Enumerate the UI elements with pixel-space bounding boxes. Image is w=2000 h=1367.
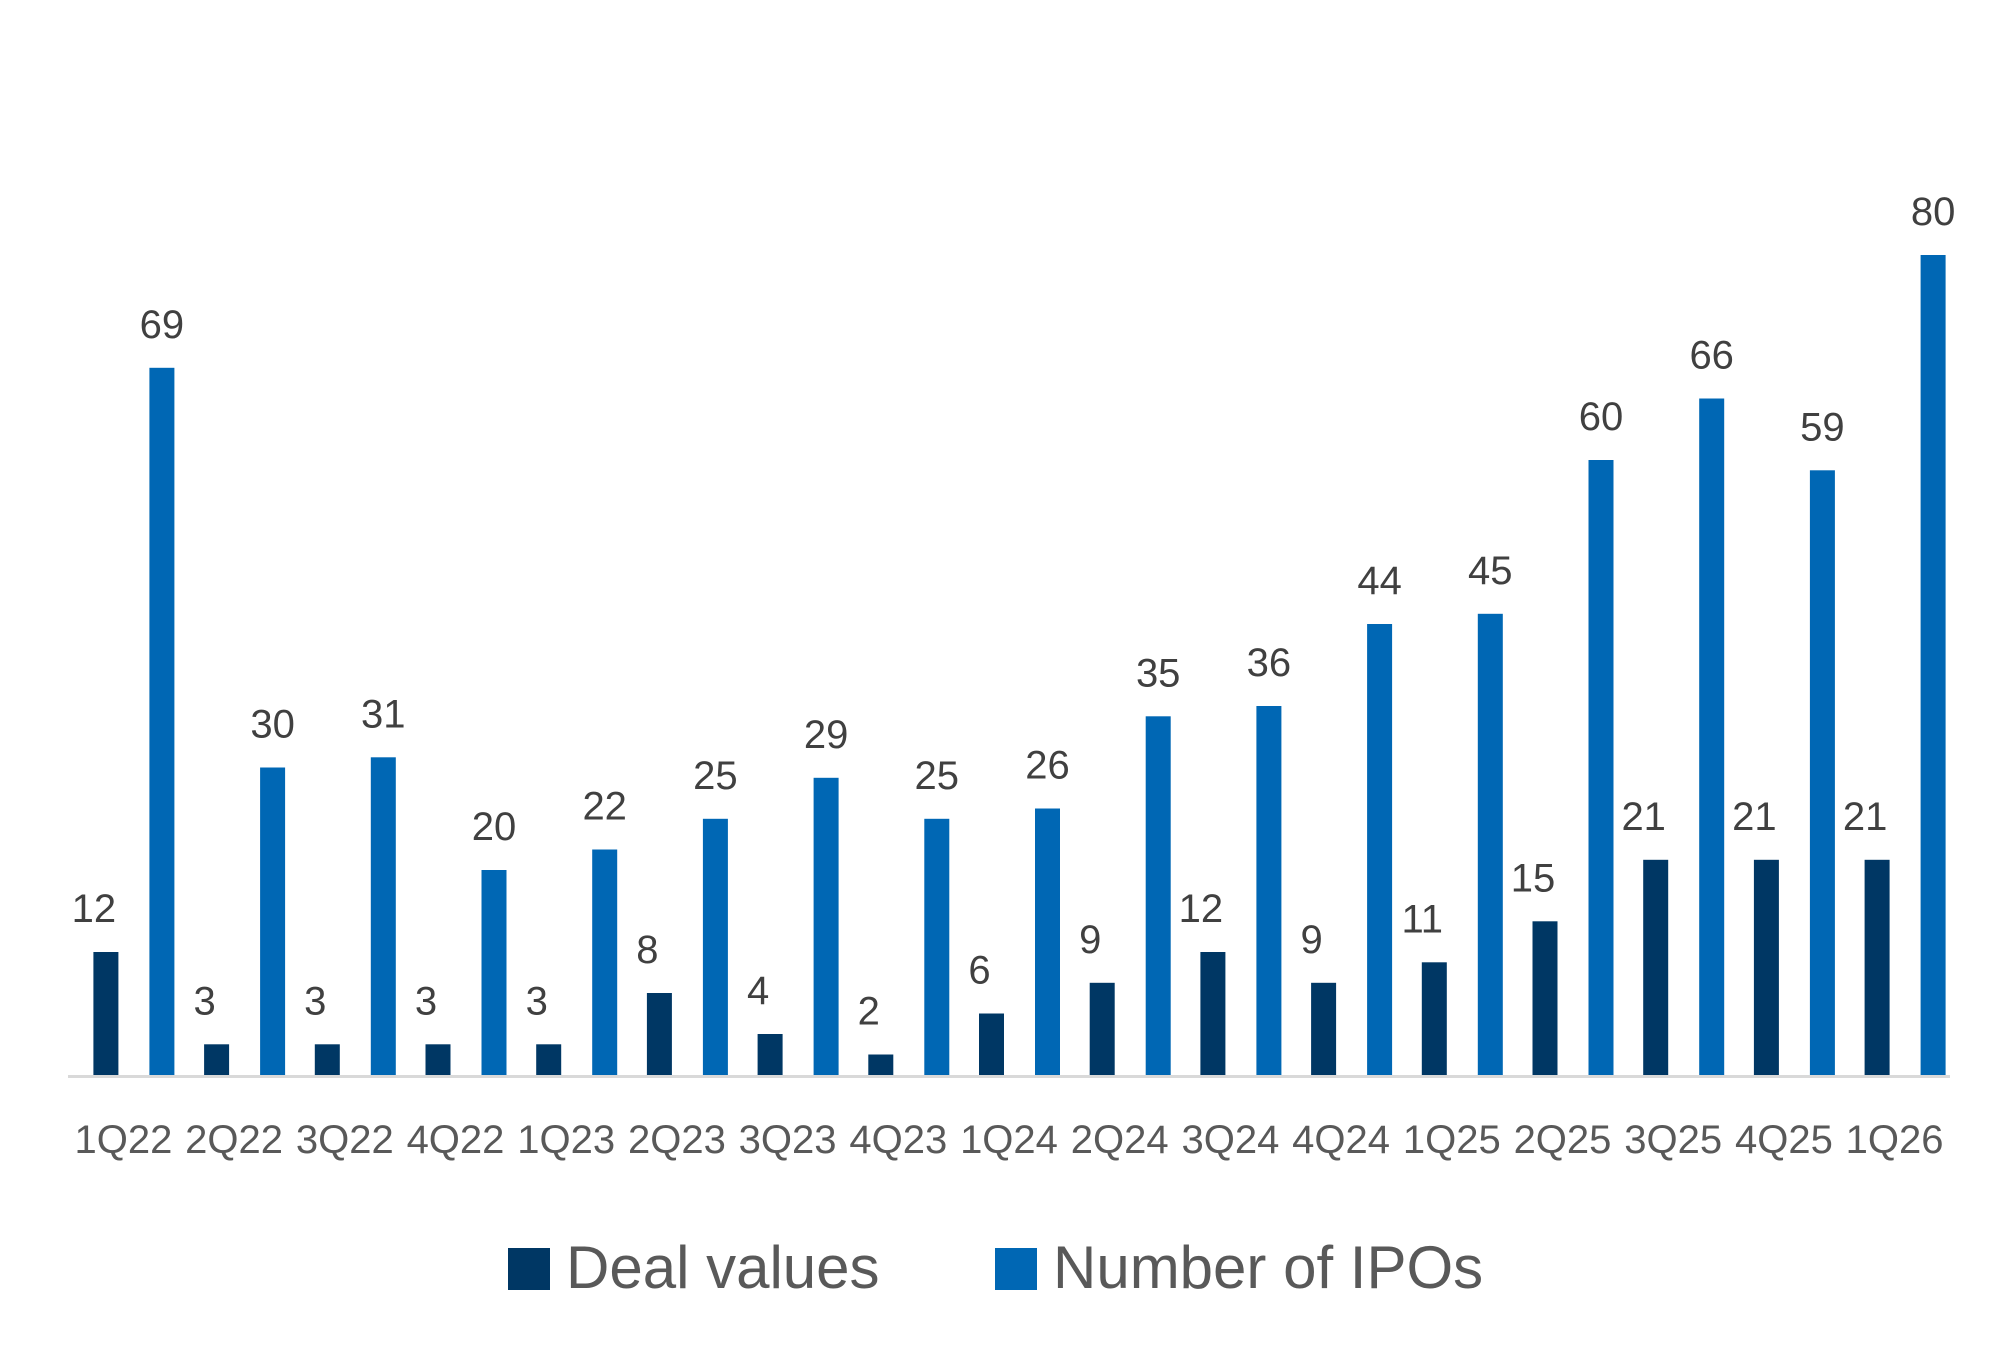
bar-number-of-ipos-1q25 bbox=[1477, 613, 1503, 1076]
x-tick-label-4q24: 4Q24 bbox=[1292, 1118, 1390, 1162]
data-label-number-of-ipos-4q24: 44 bbox=[1357, 559, 1402, 603]
data-label-deal-values-2q22: 3 bbox=[193, 979, 215, 1023]
data-label-number-of-ipos-1q23: 22 bbox=[582, 785, 627, 829]
bar-number-of-ipos-1q22 bbox=[149, 367, 175, 1076]
x-tick-label-1q26: 1Q26 bbox=[1846, 1118, 1944, 1162]
data-label-deal-values-4q25: 21 bbox=[1732, 795, 1777, 839]
bar-deal-values-3q25 bbox=[1643, 859, 1669, 1076]
bar-number-of-ipos-3q23 bbox=[813, 777, 839, 1076]
x-tick-label-3q25: 3Q25 bbox=[1624, 1118, 1722, 1162]
bars-layer bbox=[93, 255, 1946, 1076]
data-label-number-of-ipos-3q23: 29 bbox=[804, 713, 849, 757]
data-label-number-of-ipos-2q22: 30 bbox=[250, 703, 295, 747]
bar-number-of-ipos-2q24 bbox=[1145, 716, 1171, 1076]
x-tick-label-1q24: 1Q24 bbox=[960, 1118, 1058, 1162]
bar-number-of-ipos-3q25 bbox=[1699, 398, 1725, 1075]
bar-deal-values-4q25 bbox=[1753, 859, 1779, 1076]
data-label-number-of-ipos-2q23: 25 bbox=[693, 754, 738, 798]
bar-deal-values-2q24 bbox=[1089, 982, 1115, 1076]
bar-number-of-ipos-1q23 bbox=[592, 849, 618, 1075]
data-label-deal-values-1q26: 21 bbox=[1843, 795, 1888, 839]
bar-deal-values-2q25 bbox=[1532, 921, 1558, 1076]
bar-number-of-ipos-4q24 bbox=[1367, 624, 1393, 1075]
data-label-number-of-ipos-2q24: 35 bbox=[1136, 651, 1181, 695]
data-label-deal-values-2q24: 9 bbox=[1079, 918, 1101, 962]
bar-number-of-ipos-3q24 bbox=[1256, 706, 1282, 1075]
value-labels-layer: 12 69 3 30 3 31 3 20 3 22 8 25 4 29 2 25 6 26 9 35 12 36 9 44 11… bbox=[72, 190, 1956, 1034]
data-label-number-of-ipos-1q24: 26 bbox=[1025, 744, 1070, 788]
bar-deal-values-2q23 bbox=[646, 993, 672, 1075]
x-tick-label-1q23: 1Q23 bbox=[517, 1118, 615, 1162]
data-label-deal-values-1q23: 3 bbox=[526, 979, 548, 1023]
legend-swatch-number-of-ipos bbox=[995, 1248, 1037, 1290]
data-label-number-of-ipos-1q26: 80 bbox=[1911, 190, 1956, 234]
data-label-deal-values-3q25: 21 bbox=[1621, 795, 1666, 839]
bar-deal-values-3q22 bbox=[314, 1044, 340, 1076]
data-label-number-of-ipos-3q22: 31 bbox=[361, 692, 406, 736]
bar-number-of-ipos-4q22 bbox=[481, 870, 507, 1075]
x-tick-label-2q25: 2Q25 bbox=[1514, 1118, 1612, 1162]
x-tick-label-2q23: 2Q23 bbox=[628, 1118, 726, 1162]
legend-label-deal-values: Deal values bbox=[566, 1234, 880, 1301]
data-label-number-of-ipos-4q22: 20 bbox=[472, 805, 517, 849]
data-label-number-of-ipos-1q25: 45 bbox=[1468, 549, 1513, 593]
bar-number-of-ipos-4q25 bbox=[1809, 470, 1835, 1076]
data-label-number-of-ipos-3q24: 36 bbox=[1247, 641, 1292, 685]
data-label-deal-values-3q23: 4 bbox=[747, 969, 769, 1013]
bar-deal-values-4q22 bbox=[425, 1044, 451, 1076]
bar-number-of-ipos-2q23 bbox=[702, 818, 728, 1076]
bar-deal-values-3q23 bbox=[757, 1034, 783, 1075]
x-tick-label-3q22: 3Q22 bbox=[296, 1118, 394, 1162]
x-tick-label-2q24: 2Q24 bbox=[1071, 1118, 1169, 1162]
x-tick-label-4q25: 4Q25 bbox=[1735, 1118, 1833, 1162]
data-label-number-of-ipos-3q25: 66 bbox=[1689, 334, 1734, 378]
bar-deal-values-2q22 bbox=[204, 1044, 230, 1076]
bar-deal-values-1q26 bbox=[1864, 859, 1890, 1076]
x-tick-label-4q22: 4Q22 bbox=[407, 1118, 505, 1162]
bar-number-of-ipos-3q22 bbox=[370, 757, 396, 1076]
bar-deal-values-4q23 bbox=[868, 1054, 894, 1075]
legend-label-number-of-ipos: Number of IPOs bbox=[1053, 1234, 1483, 1301]
x-tick-label-4q23: 4Q23 bbox=[849, 1118, 947, 1162]
x-tick-label-1q22: 1Q22 bbox=[74, 1118, 172, 1162]
data-label-number-of-ipos-4q23: 25 bbox=[915, 754, 960, 798]
data-label-deal-values-4q23: 2 bbox=[858, 990, 880, 1034]
legend: Deal values Number of IPOs bbox=[508, 1234, 1483, 1301]
data-label-deal-values-2q25: 15 bbox=[1511, 856, 1556, 900]
data-label-deal-values-3q22: 3 bbox=[304, 979, 326, 1023]
data-label-deal-values-1q24: 6 bbox=[968, 949, 990, 993]
bar-number-of-ipos-1q24 bbox=[1035, 808, 1060, 1075]
bar-deal-values-1q25 bbox=[1421, 962, 1447, 1076]
legend-swatch-deal-values bbox=[508, 1248, 550, 1290]
data-label-number-of-ipos-4q25: 59 bbox=[1800, 405, 1845, 449]
data-label-deal-values-1q22: 12 bbox=[72, 887, 117, 931]
x-tick-label-3q24: 3Q24 bbox=[1181, 1118, 1279, 1162]
x-tick-label-3q23: 3Q23 bbox=[739, 1118, 837, 1162]
bar-deal-values-1q23 bbox=[536, 1044, 562, 1076]
bar-deal-values-1q24 bbox=[979, 1013, 1004, 1075]
data-label-deal-values-3q24: 12 bbox=[1179, 887, 1224, 931]
bar-deal-values-4q24 bbox=[1311, 982, 1337, 1076]
bar-number-of-ipos-2q25 bbox=[1588, 460, 1614, 1075]
x-tick-labels: 1Q22 2Q22 3Q22 4Q22 1Q23 2Q23 3Q23 4Q23 1Q24 2Q24… bbox=[74, 1118, 1943, 1162]
data-label-deal-values-2q23: 8 bbox=[636, 928, 658, 972]
bar-deal-values-1q22 bbox=[93, 952, 119, 1075]
x-tick-label-2q22: 2Q22 bbox=[185, 1118, 283, 1162]
x-tick-label-1q25: 1Q25 bbox=[1403, 1118, 1501, 1162]
bar-number-of-ipos-1q26 bbox=[1920, 255, 1946, 1075]
data-label-deal-values-1q25: 11 bbox=[1402, 897, 1444, 941]
data-label-number-of-ipos-2q25: 60 bbox=[1579, 395, 1624, 439]
data-label-number-of-ipos-1q22: 69 bbox=[140, 303, 185, 347]
data-label-deal-values-4q24: 9 bbox=[1300, 918, 1322, 962]
data-label-deal-values-4q22: 3 bbox=[415, 979, 437, 1023]
bar-number-of-ipos-4q23 bbox=[924, 818, 950, 1076]
bar-deal-values-3q24 bbox=[1200, 952, 1226, 1075]
bar-number-of-ipos-2q22 bbox=[260, 767, 286, 1075]
